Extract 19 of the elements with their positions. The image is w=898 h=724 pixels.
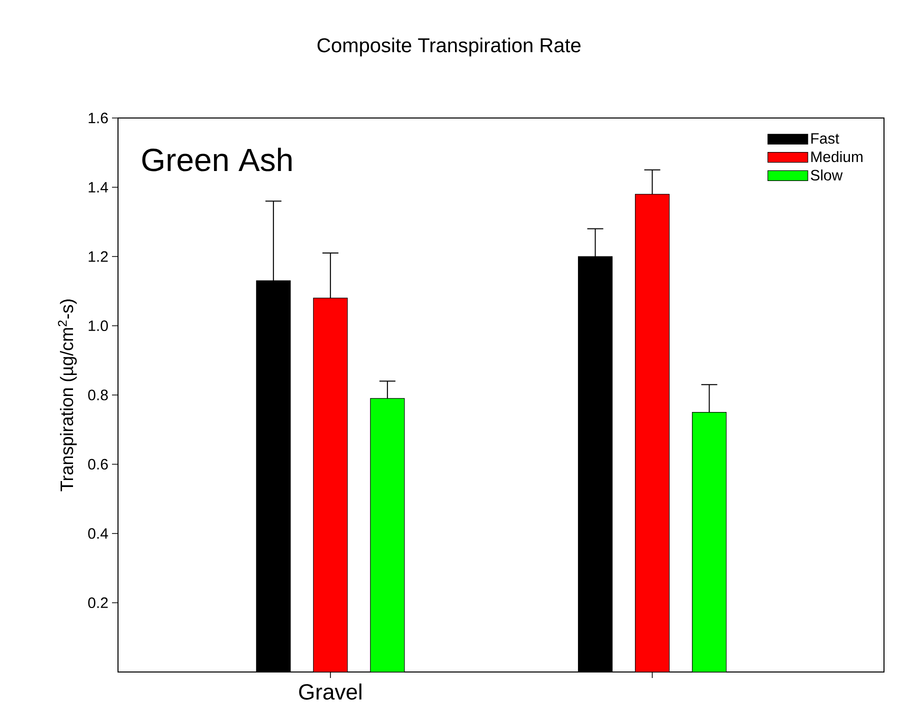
y-tick-label: 1.6: [88, 112, 108, 124]
legend-label: Fast: [811, 133, 840, 144]
bar: [634, 194, 670, 672]
legend-label: Slow: [810, 169, 843, 180]
y-axis-title: Transpiration (µg/cm$^{2}$-s): [58, 299, 77, 492]
annotation: Green Ash: [142, 148, 292, 172]
y-tick-label: 0.6: [88, 458, 108, 470]
bar: [370, 398, 405, 672]
y-tick-label: 0.8: [88, 390, 108, 400]
bar: [692, 412, 727, 672]
y-tick-label: 0.2: [88, 597, 108, 608]
y-tick-label: 1.2: [88, 251, 108, 262]
y-tick-label: 1.4: [88, 182, 108, 192]
legend-label: Medium: [811, 151, 862, 162]
y-tick-label: 1.0: [88, 320, 108, 332]
x-tick-label: Gravel: [299, 684, 362, 700]
chart-title: Composite Transpiration Rate: [318, 38, 581, 56]
bar: [313, 298, 348, 672]
y-tick-label: 0.4: [88, 528, 108, 539]
